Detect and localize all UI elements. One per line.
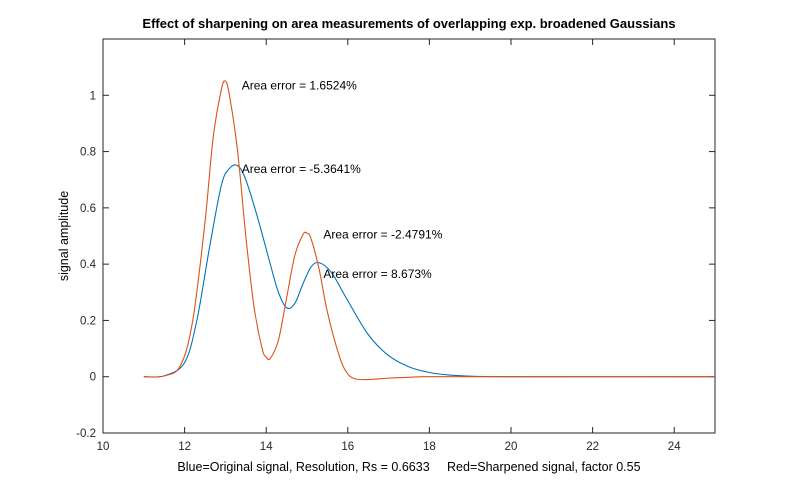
original-signal-line <box>143 164 716 378</box>
x-tick-label: 18 <box>423 441 436 453</box>
y-tick-label: 1 <box>90 90 96 102</box>
chart-title: Effect of sharpening on area measurement… <box>142 16 675 31</box>
x-tick-label: 22 <box>586 441 599 453</box>
x-tick-label: 16 <box>341 441 354 453</box>
x-tick-label: 14 <box>260 441 273 453</box>
x-tick-label: 12 <box>178 441 191 453</box>
axes-ticks: 10 12 14 16 18 20 22 24 -0.2 0 0.2 0.4 0.6 0.8 1 <box>76 39 715 453</box>
y-tick-label: 0.2 <box>80 315 96 327</box>
annotations: Area error = 1.6524% Area error = -5.3641… <box>242 78 443 281</box>
y-tick-label: 0.8 <box>80 147 96 159</box>
y-tick-label: 0.4 <box>80 259 97 271</box>
area-error-annotation: Area error = 1.6524% <box>242 78 357 92</box>
y-axis-label: signal amplitude <box>57 191 71 281</box>
area-error-annotation: Area error = -2.4791% <box>323 228 442 242</box>
x-axis-label: Blue=Original signal, Resolution, Rs = 0… <box>177 460 640 474</box>
y-tick-label: -0.2 <box>76 428 96 440</box>
y-tick-label: 0.6 <box>80 203 96 215</box>
x-tick-label: 24 <box>668 441 681 453</box>
x-tick-label: 20 <box>505 441 518 453</box>
area-error-annotation: Area error = -5.3641% <box>242 162 361 176</box>
series-lines <box>143 80 716 381</box>
sharpened-signal-line <box>143 80 715 381</box>
y-tick-label: 0 <box>90 372 96 384</box>
area-error-annotation: Area error = 8.673% <box>323 267 432 281</box>
x-tick-label: 10 <box>97 441 110 453</box>
